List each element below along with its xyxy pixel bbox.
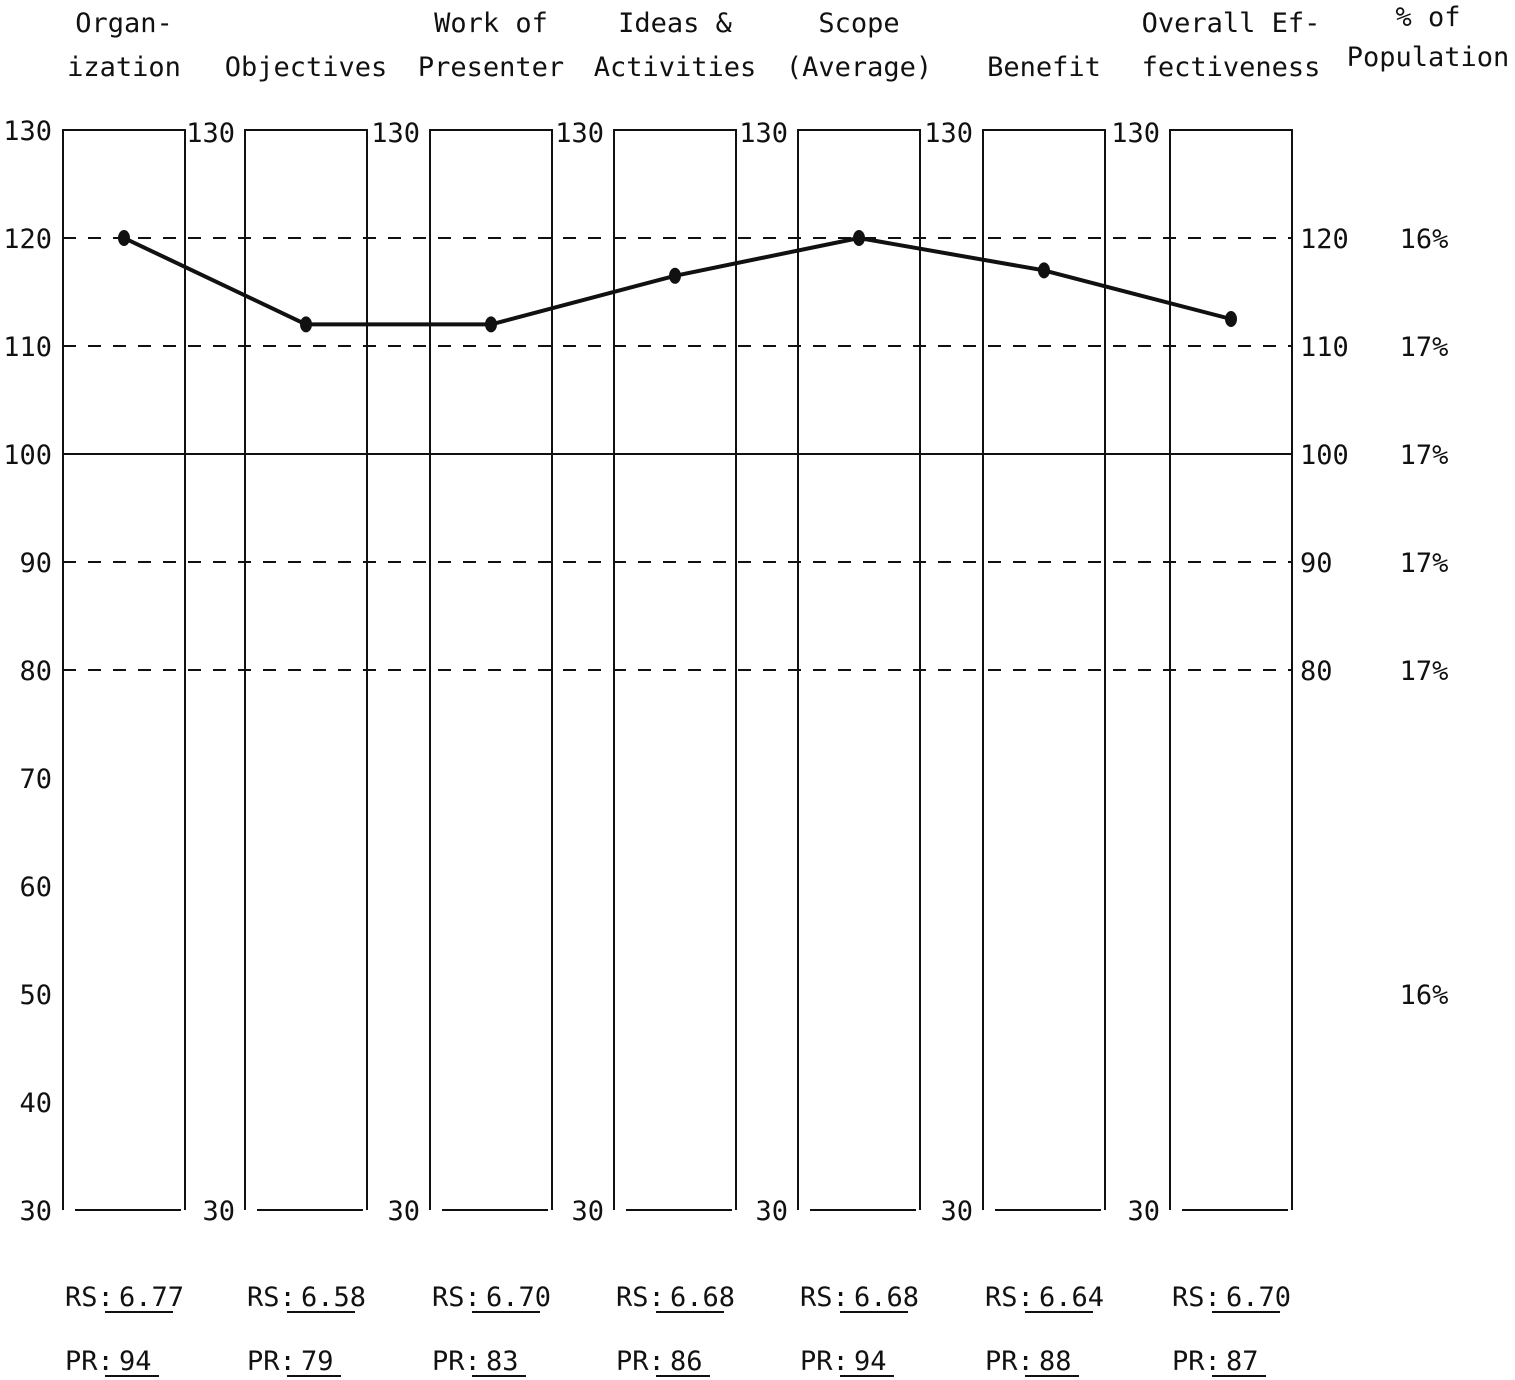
- column-header: Benefit: [987, 52, 1101, 83]
- rs-value: 6.64: [1039, 1282, 1104, 1313]
- pr-label: PR:: [1172, 1346, 1221, 1377]
- column-bottom-tick: 30: [202, 1196, 235, 1227]
- column-header: Ideas &: [618, 8, 733, 39]
- column-bottom-tick: 30: [940, 1196, 973, 1227]
- column-frame: [982, 129, 1106, 1210]
- rs-value: 6.68: [670, 1282, 735, 1313]
- population-column: % of Population 16% 17% 17% 17% 17% 16%: [1347, 2, 1510, 1011]
- pr-value: 79: [301, 1346, 334, 1377]
- right-tick-label: 110: [1300, 332, 1349, 363]
- right-tick-label: 100: [1300, 440, 1349, 471]
- column-bottom-tick: 30: [1127, 1196, 1160, 1227]
- pr-label: PR:: [65, 1346, 114, 1377]
- pr-label: PR:: [616, 1346, 665, 1377]
- population-header: % of: [1395, 2, 1460, 33]
- rs-value: 6.70: [486, 1282, 551, 1313]
- population-percent: 16%: [1400, 980, 1449, 1011]
- y-tick-label: 90: [19, 548, 52, 579]
- profile-point: [485, 316, 497, 333]
- column-bottom-tick: 30: [755, 1196, 788, 1227]
- profile-point: [853, 230, 865, 246]
- column-header: Activities: [594, 52, 757, 83]
- column-header: (Average): [786, 52, 932, 83]
- y-tick-label: 100: [3, 440, 52, 471]
- column-header: Organ-: [75, 8, 173, 39]
- rs-label: RS:: [1172, 1282, 1221, 1313]
- y-tick-label: 80: [19, 656, 52, 687]
- rs-label: RS:: [985, 1282, 1034, 1313]
- y-tick-label: 40: [19, 1088, 52, 1119]
- pr-label: PR:: [985, 1346, 1034, 1377]
- population-percent: 17%: [1400, 548, 1449, 579]
- profile-point: [300, 316, 312, 333]
- y-tick-label: 50: [19, 980, 52, 1011]
- rs-label: RS:: [616, 1282, 665, 1313]
- pr-label: PR:: [247, 1346, 296, 1377]
- right-tick-label: 80: [1300, 656, 1333, 687]
- population-percent: 17%: [1400, 656, 1449, 687]
- pr-label: PR:: [432, 1346, 481, 1377]
- pr-label: PR:: [800, 1346, 849, 1377]
- column-top-tick: 130: [924, 118, 973, 149]
- profile-point: [669, 267, 681, 284]
- y-tick-label: 60: [19, 872, 52, 903]
- column-header: fectiveness: [1142, 52, 1321, 83]
- rs-label: RS:: [432, 1282, 481, 1313]
- rs-label: RS:: [65, 1282, 114, 1313]
- column-header: Objectives: [225, 52, 388, 83]
- column-header: Overall Ef-: [1142, 8, 1321, 39]
- column-header: Work of: [434, 8, 548, 39]
- column-top-tick: 130: [186, 118, 235, 149]
- rs-value: 6.68: [854, 1282, 919, 1313]
- column-header: ization: [67, 52, 181, 83]
- y-tick-label: 30: [19, 1196, 52, 1227]
- column-header: Presenter: [418, 52, 564, 83]
- y-tick-label: 130: [3, 116, 52, 147]
- column-top-tick: 130: [371, 118, 420, 149]
- rs-value: 6.58: [301, 1282, 366, 1313]
- y-tick-label: 110: [3, 332, 52, 363]
- pr-value: 87: [1226, 1346, 1259, 1377]
- column-headers: Organ-ization Objectives Work of Presenter I…: [67, 8, 1320, 83]
- reference-lines: [63, 237, 1292, 671]
- column-top-tick: 130: [739, 118, 788, 149]
- pr-value: 83: [486, 1346, 519, 1377]
- profile-series: [118, 230, 1237, 333]
- column-bottom-tick: 30: [387, 1196, 420, 1227]
- profile-point: [1038, 262, 1050, 279]
- pr-value: 88: [1039, 1346, 1072, 1377]
- y-tick-label: 70: [19, 764, 52, 795]
- population-percent: 16%: [1400, 224, 1449, 255]
- rs-value: 6.77: [119, 1282, 184, 1313]
- population-percent: 17%: [1400, 440, 1449, 471]
- pr-value: 86: [670, 1346, 703, 1377]
- right-tick-label: 90: [1300, 548, 1333, 579]
- population-percent: 17%: [1400, 332, 1449, 363]
- pr-value: 94: [119, 1346, 152, 1377]
- column-header: Scope: [818, 8, 899, 39]
- rs-value: 6.70: [1226, 1282, 1291, 1313]
- right-tick-label: 120: [1300, 224, 1349, 255]
- y-tick-label: 120: [3, 224, 52, 255]
- pr-value: 94: [854, 1346, 887, 1377]
- column-frame: [429, 129, 553, 1210]
- profile-point: [118, 230, 130, 246]
- tick-labels: 130 120 110 100 90 80 70 60 50 40 30 130 30 130 30 130 3…: [3, 116, 1349, 1227]
- column-bottom-tick: 30: [571, 1196, 604, 1227]
- rs-label: RS:: [800, 1282, 849, 1313]
- population-header: Population: [1347, 42, 1510, 73]
- profile-point: [1225, 311, 1237, 327]
- column-top-tick: 130: [1111, 118, 1160, 149]
- column-top-tick: 130: [555, 118, 604, 149]
- rs-label: RS:: [247, 1282, 296, 1313]
